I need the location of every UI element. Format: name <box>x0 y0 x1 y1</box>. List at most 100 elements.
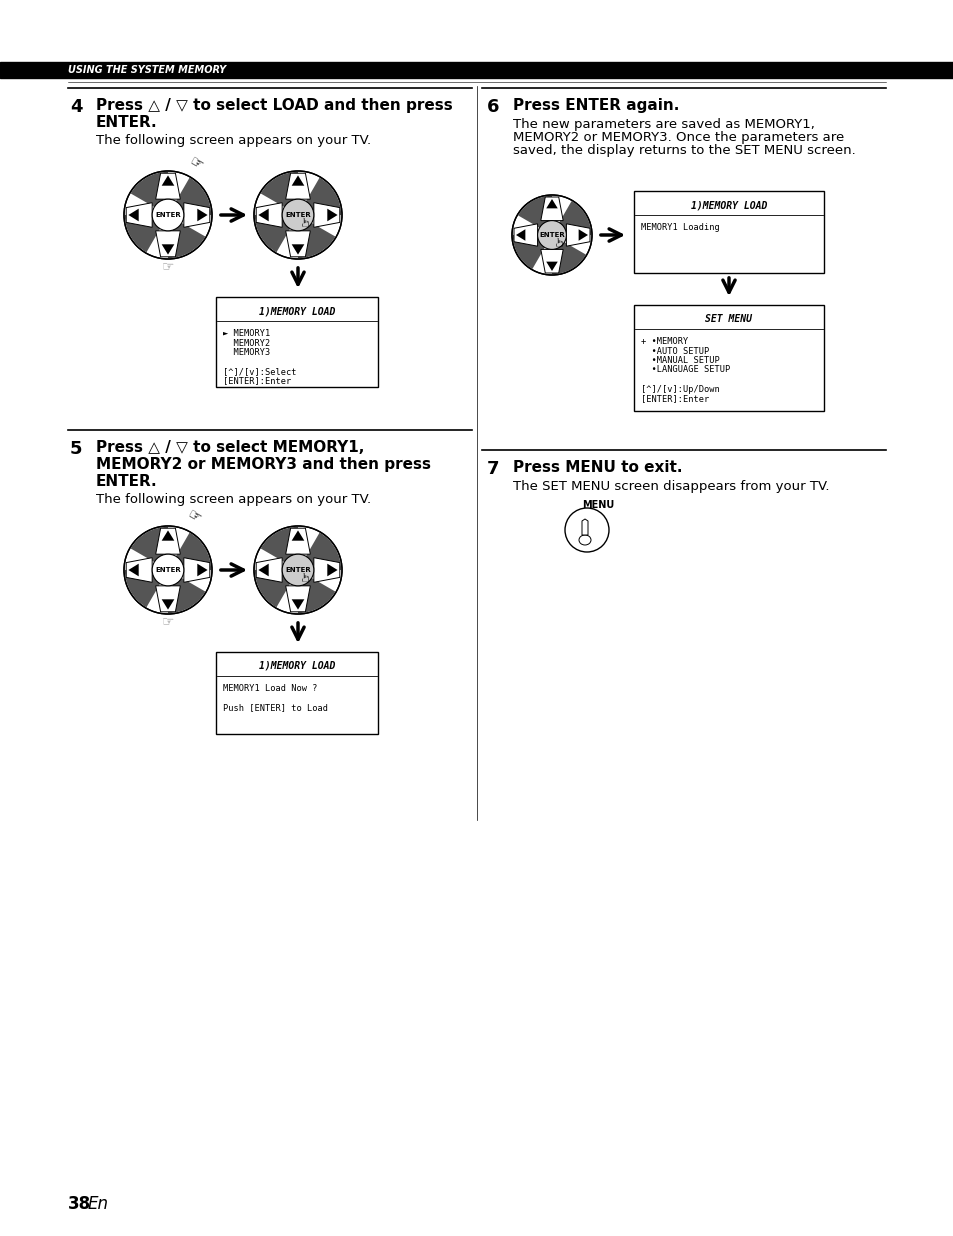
Polygon shape <box>578 229 587 241</box>
Text: 6: 6 <box>486 98 499 116</box>
Polygon shape <box>327 564 337 576</box>
Text: Press △ / ▽ to select MEMORY1,: Press △ / ▽ to select MEMORY1, <box>96 440 364 455</box>
Polygon shape <box>285 173 310 199</box>
Circle shape <box>512 195 592 274</box>
Text: ☞: ☞ <box>299 570 313 581</box>
Text: 1)MEMORY LOAD: 1)MEMORY LOAD <box>258 307 335 316</box>
Text: The SET MENU screen disappears from your TV.: The SET MENU screen disappears from your… <box>513 480 828 493</box>
Wedge shape <box>297 178 341 215</box>
Polygon shape <box>314 557 339 582</box>
Text: Push [ENTER] to Load: Push [ENTER] to Load <box>223 703 328 712</box>
Polygon shape <box>292 530 304 540</box>
Polygon shape <box>184 557 210 582</box>
Wedge shape <box>125 570 168 607</box>
Text: ☞: ☞ <box>184 507 203 527</box>
Polygon shape <box>155 173 180 199</box>
Text: ☞: ☞ <box>299 215 313 226</box>
Polygon shape <box>155 231 180 257</box>
Wedge shape <box>131 172 168 215</box>
Polygon shape <box>256 203 282 227</box>
Wedge shape <box>125 215 168 252</box>
Text: ► MEMORY1: ► MEMORY1 <box>223 329 270 337</box>
Polygon shape <box>129 209 138 221</box>
Circle shape <box>253 527 341 614</box>
Text: MEMORY2 or MEMORY3 and then press: MEMORY2 or MEMORY3 and then press <box>96 457 431 472</box>
Polygon shape <box>285 231 310 257</box>
Text: ☞: ☞ <box>162 614 174 628</box>
Text: ENTER: ENTER <box>538 232 564 239</box>
Polygon shape <box>546 262 558 271</box>
Polygon shape <box>581 519 587 535</box>
Wedge shape <box>254 570 297 607</box>
Polygon shape <box>566 224 589 246</box>
Text: •AUTO SETUP: •AUTO SETUP <box>640 346 708 356</box>
Polygon shape <box>285 586 310 612</box>
Circle shape <box>152 554 184 586</box>
Wedge shape <box>168 178 211 215</box>
Text: 5: 5 <box>70 440 82 459</box>
Wedge shape <box>260 172 297 215</box>
Text: + •MEMORY: + •MEMORY <box>640 337 687 346</box>
Text: En: En <box>88 1195 109 1213</box>
Text: USING THE SYSTEM MEMORY: USING THE SYSTEM MEMORY <box>68 66 226 75</box>
Text: ENTER: ENTER <box>285 213 311 218</box>
Polygon shape <box>161 245 174 255</box>
Text: ENTER: ENTER <box>155 567 181 574</box>
Polygon shape <box>292 245 304 255</box>
Text: [ENTER]:Enter: [ENTER]:Enter <box>223 377 291 386</box>
Text: ☞: ☞ <box>162 260 174 273</box>
Wedge shape <box>131 527 168 570</box>
FancyBboxPatch shape <box>634 305 823 412</box>
Wedge shape <box>297 215 335 258</box>
Text: [^]/[v]:Up/Down: [^]/[v]:Up/Down <box>640 384 719 393</box>
Polygon shape <box>197 564 208 576</box>
Polygon shape <box>516 229 525 241</box>
Polygon shape <box>258 564 269 576</box>
Polygon shape <box>285 528 310 554</box>
Wedge shape <box>168 533 211 570</box>
Circle shape <box>282 554 314 586</box>
Circle shape <box>537 220 566 250</box>
Ellipse shape <box>578 535 590 545</box>
Text: [^]/[v]:Select: [^]/[v]:Select <box>223 367 296 376</box>
Text: The following screen appears on your TV.: The following screen appears on your TV. <box>96 133 371 147</box>
Polygon shape <box>327 209 337 221</box>
Text: The following screen appears on your TV.: The following screen appears on your TV. <box>96 493 371 506</box>
Polygon shape <box>126 557 152 582</box>
Wedge shape <box>513 235 552 269</box>
Wedge shape <box>552 201 591 235</box>
Text: ENTER.: ENTER. <box>96 115 157 130</box>
Text: ☞: ☞ <box>554 235 566 246</box>
Polygon shape <box>256 557 282 582</box>
Text: MEMORY2 or MEMORY3. Once the parameters are: MEMORY2 or MEMORY3. Once the parameters … <box>513 131 843 145</box>
Text: MEMORY1 Load Now ?: MEMORY1 Load Now ? <box>223 684 317 693</box>
Polygon shape <box>155 586 180 612</box>
Wedge shape <box>552 235 585 274</box>
Text: saved, the display returns to the SET MENU screen.: saved, the display returns to the SET ME… <box>513 145 855 157</box>
Polygon shape <box>258 209 269 221</box>
Circle shape <box>152 199 184 231</box>
Circle shape <box>124 171 212 260</box>
FancyBboxPatch shape <box>215 297 377 387</box>
Circle shape <box>282 199 314 231</box>
Polygon shape <box>540 250 562 273</box>
Text: MENU: MENU <box>581 501 614 510</box>
Wedge shape <box>517 195 552 235</box>
Text: MEMORY2: MEMORY2 <box>223 339 270 347</box>
FancyBboxPatch shape <box>215 653 377 734</box>
Text: ENTER: ENTER <box>155 213 181 218</box>
Polygon shape <box>126 203 152 227</box>
Polygon shape <box>161 530 174 540</box>
Text: 1)MEMORY LOAD: 1)MEMORY LOAD <box>258 661 335 671</box>
Text: [ENTER]:Enter: [ENTER]:Enter <box>640 394 708 403</box>
Bar <box>0 62 953 78</box>
Wedge shape <box>297 570 335 613</box>
Text: ENTER: ENTER <box>285 567 311 574</box>
Wedge shape <box>168 215 205 258</box>
Wedge shape <box>168 570 205 613</box>
Text: 1)MEMORY LOAD: 1)MEMORY LOAD <box>690 200 766 210</box>
Polygon shape <box>540 197 562 220</box>
Circle shape <box>124 527 212 614</box>
Polygon shape <box>129 564 138 576</box>
Polygon shape <box>546 199 558 209</box>
